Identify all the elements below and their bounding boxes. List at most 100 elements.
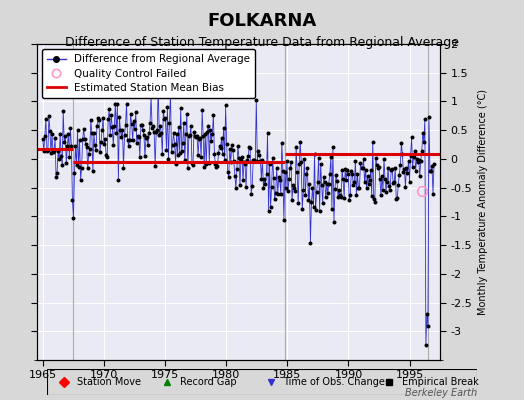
Point bbox=[82, 141, 90, 147]
Point bbox=[48, 131, 56, 137]
Point bbox=[138, 122, 146, 128]
Point bbox=[77, 176, 85, 183]
Point bbox=[254, 148, 263, 154]
Point bbox=[413, 159, 422, 166]
Point bbox=[150, 129, 158, 136]
Point bbox=[89, 168, 97, 175]
Point bbox=[346, 192, 354, 199]
Point bbox=[357, 165, 366, 171]
Point bbox=[203, 129, 212, 135]
Point bbox=[303, 165, 312, 172]
Point bbox=[335, 186, 343, 193]
Point bbox=[276, 177, 284, 184]
Point bbox=[144, 142, 152, 148]
Point bbox=[332, 172, 340, 178]
Point bbox=[102, 152, 111, 158]
Point bbox=[249, 156, 257, 163]
Point bbox=[161, 115, 170, 121]
Point bbox=[41, 132, 49, 139]
Point bbox=[410, 148, 419, 154]
Point bbox=[79, 136, 87, 142]
Point bbox=[62, 160, 71, 166]
Point bbox=[210, 151, 219, 158]
Point bbox=[398, 151, 407, 157]
Point bbox=[157, 129, 166, 136]
Point bbox=[61, 133, 70, 139]
Point bbox=[190, 128, 198, 135]
Point bbox=[386, 187, 395, 193]
Point bbox=[185, 132, 194, 138]
Point bbox=[126, 110, 135, 117]
Point bbox=[406, 153, 414, 160]
Point bbox=[114, 177, 123, 184]
Point bbox=[287, 159, 295, 165]
Point bbox=[224, 173, 233, 180]
Point bbox=[381, 176, 389, 183]
Point bbox=[235, 155, 243, 161]
Point bbox=[423, 311, 431, 318]
Point bbox=[234, 142, 242, 149]
Point bbox=[286, 165, 294, 172]
Point bbox=[159, 108, 168, 114]
Point bbox=[325, 180, 333, 187]
Point bbox=[56, 131, 64, 137]
Point bbox=[200, 164, 209, 170]
Point bbox=[313, 179, 322, 185]
Point bbox=[267, 183, 276, 190]
Point bbox=[328, 205, 336, 212]
Point bbox=[158, 150, 167, 157]
Point bbox=[67, 142, 75, 149]
Point bbox=[264, 130, 272, 137]
Point bbox=[358, 165, 367, 171]
Point bbox=[84, 150, 93, 157]
Point bbox=[377, 192, 385, 198]
Point bbox=[113, 100, 122, 107]
Point bbox=[283, 158, 291, 164]
Point bbox=[83, 165, 92, 171]
Point bbox=[238, 153, 246, 160]
Point bbox=[345, 197, 354, 204]
Point bbox=[351, 158, 359, 164]
Point bbox=[429, 191, 437, 197]
Point bbox=[261, 181, 270, 187]
Point bbox=[151, 163, 159, 170]
Point bbox=[191, 133, 199, 139]
Point bbox=[387, 167, 395, 173]
Point bbox=[299, 187, 308, 194]
Point bbox=[160, 116, 169, 122]
Point bbox=[199, 133, 208, 139]
Point bbox=[166, 90, 174, 97]
Point bbox=[51, 135, 59, 141]
Point bbox=[300, 155, 309, 162]
Point bbox=[162, 146, 171, 153]
Point bbox=[125, 137, 134, 143]
Point bbox=[402, 165, 411, 171]
Point bbox=[274, 191, 282, 197]
Point bbox=[58, 162, 67, 168]
Point bbox=[367, 193, 376, 199]
Point bbox=[362, 167, 370, 173]
Point bbox=[409, 154, 418, 160]
Point bbox=[292, 144, 300, 150]
Point bbox=[396, 162, 405, 168]
Point bbox=[109, 142, 117, 148]
Point bbox=[414, 157, 423, 164]
Point bbox=[259, 185, 268, 192]
Point bbox=[91, 142, 99, 149]
Point bbox=[337, 194, 345, 200]
Point bbox=[85, 146, 94, 152]
Point bbox=[364, 173, 372, 179]
Point bbox=[323, 181, 331, 188]
Point bbox=[142, 135, 150, 141]
Point bbox=[318, 182, 326, 188]
Point bbox=[96, 149, 104, 155]
Point bbox=[374, 164, 382, 171]
Point bbox=[266, 204, 275, 210]
Point bbox=[119, 165, 128, 171]
Point bbox=[378, 173, 386, 180]
Point bbox=[397, 140, 406, 146]
Point bbox=[189, 162, 197, 168]
Point bbox=[294, 200, 302, 206]
Point bbox=[366, 167, 375, 174]
Point bbox=[88, 130, 96, 136]
